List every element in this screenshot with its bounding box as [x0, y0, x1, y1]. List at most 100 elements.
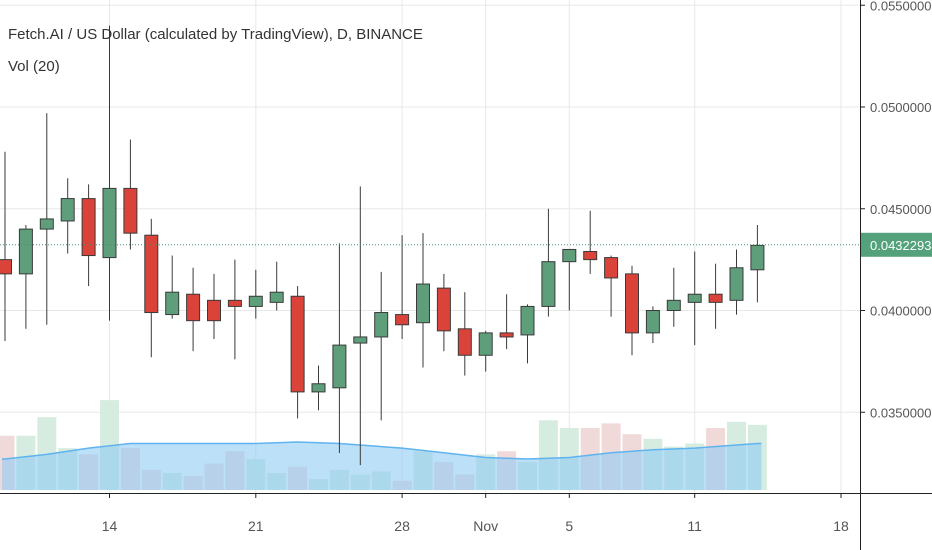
candle	[353, 186, 368, 466]
candle	[645, 306, 660, 344]
candle-body	[666, 299, 681, 312]
time-tick-label: 14	[102, 518, 118, 534]
candle-body	[60, 198, 75, 222]
candle-body	[332, 344, 347, 389]
price-tick-label: 0.03500000	[870, 405, 932, 420]
candle-body	[207, 299, 221, 322]
candle	[395, 235, 410, 339]
candle-body	[499, 332, 514, 338]
candle-body	[436, 287, 451, 332]
candle-body	[416, 283, 430, 324]
candle-body	[604, 257, 619, 279]
price-tick-label: 0.04000000	[870, 304, 932, 319]
candle	[729, 249, 744, 315]
candle	[227, 259, 242, 360]
time-tick-label: 11	[687, 518, 702, 534]
candle-body	[541, 261, 556, 307]
candle	[332, 243, 347, 453]
candle	[541, 208, 556, 317]
candle-body	[144, 234, 159, 314]
candle-body	[520, 305, 535, 336]
candle	[102, 25, 117, 321]
candle	[0, 151, 12, 342]
volume-ma-line	[2, 441, 762, 460]
volume-indicator-label: Vol (20)	[8, 58, 60, 75]
candle-body	[645, 310, 660, 334]
candle	[583, 210, 598, 274]
candle	[186, 267, 201, 352]
candle-body	[227, 299, 242, 307]
candle-body	[374, 312, 389, 338]
candle	[374, 271, 389, 421]
candle	[666, 267, 681, 327]
candle-body	[562, 248, 577, 263]
candle-body	[687, 293, 702, 303]
candle-body	[353, 336, 368, 344]
candle-body	[123, 187, 138, 234]
candle	[436, 273, 451, 352]
candle	[416, 233, 430, 368]
candle	[478, 330, 493, 372]
candle-body	[290, 295, 305, 393]
candle-body	[457, 328, 472, 356]
candle-body	[395, 314, 410, 326]
candle	[207, 273, 221, 339]
candle	[144, 218, 159, 358]
time-tick-label: 21	[248, 518, 264, 534]
candle	[750, 225, 765, 303]
chart-title: Fetch.AI / US Dollar (calculated by Trad…	[8, 26, 423, 43]
candle	[165, 255, 180, 319]
candle	[311, 365, 326, 411]
last-price-label: 0.04322934	[870, 238, 932, 253]
candle	[499, 294, 514, 350]
candles	[0, 25, 765, 466]
candle	[269, 261, 284, 311]
candle-body	[248, 295, 263, 307]
candle-body	[0, 259, 12, 275]
time-tick-label: Nov	[473, 518, 498, 534]
candle	[248, 269, 263, 319]
candle	[604, 255, 619, 317]
candle-body	[625, 273, 639, 334]
candle-body	[311, 383, 326, 393]
volume-moving-average	[2, 441, 762, 490]
candle-body	[186, 293, 201, 322]
candle	[708, 263, 723, 329]
price-tick-label: 0.05500000	[870, 0, 932, 13]
candle-body	[102, 187, 117, 259]
last-price-badge	[861, 232, 932, 257]
candle-body	[583, 250, 598, 261]
candle	[290, 286, 305, 419]
price-tick-label: 0.04500000	[870, 202, 932, 217]
time-tick-label: 18	[833, 518, 849, 534]
candle-body	[81, 198, 96, 257]
candle-body	[708, 293, 723, 303]
candle-body	[478, 332, 493, 356]
last-price-marker: 0.04322934	[0, 232, 932, 257]
time-tick-label: 28	[394, 518, 410, 534]
candle	[625, 265, 639, 356]
candle-body	[18, 228, 33, 275]
candle	[18, 225, 33, 329]
candle-body	[269, 291, 284, 303]
candle	[39, 113, 54, 325]
candle	[81, 184, 96, 287]
price-axis-labels: 0.05500000 0.05000000 0.04500000 0.04000000…	[860, 0, 932, 420]
candle	[457, 292, 472, 376]
candle-body	[39, 218, 54, 230]
time-axis-labels: 14 21 28 Nov 5 11 18	[102, 493, 849, 534]
candle-body	[750, 244, 765, 271]
candle	[687, 251, 702, 346]
candle	[562, 248, 577, 311]
volume-ma-area	[2, 441, 762, 490]
time-tick-label: 5	[565, 518, 573, 534]
candle-body	[729, 267, 744, 301]
candle	[123, 139, 138, 250]
grid-lines	[0, 0, 860, 493]
price-tick-label: 0.05000000	[870, 100, 932, 115]
candle-body	[165, 291, 180, 316]
candle	[520, 304, 535, 364]
